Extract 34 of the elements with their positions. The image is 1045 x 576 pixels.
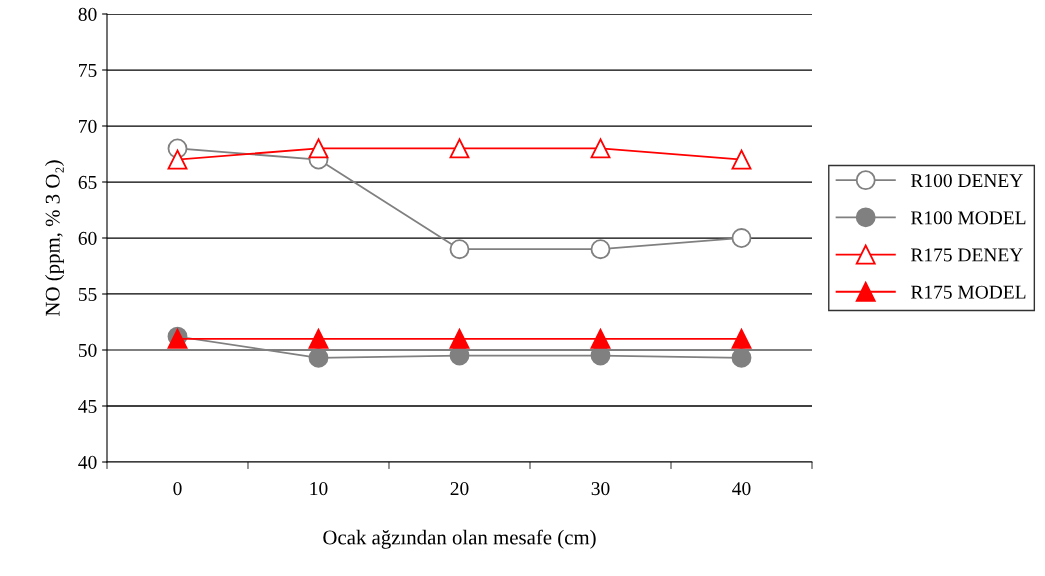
point [731,347,752,368]
point [731,228,752,248]
point [731,149,752,170]
y-tick-label: 45 [78,399,97,413]
legend-label: R100 MODEL [911,211,1026,225]
point [167,149,188,170]
x-tick-label: 20 [450,482,469,496]
y-tick-label: 40 [78,455,97,469]
point [308,138,329,159]
point [590,239,611,260]
point [449,138,470,159]
point [590,328,611,349]
y-tick-label: 55 [78,288,97,301]
y-tick-label: 50 [78,343,97,357]
point [449,328,470,349]
x-tick-label: 0 [173,482,182,496]
legend-label: R100 DENEY [911,174,1023,188]
y-tick-label: 65 [78,175,97,189]
y-tick-label: 75 [79,64,97,77]
y-tick-label: 70 [79,119,97,133]
y-axis-title: NO (ppm, % 3 O₂) [45,160,64,316]
point [449,239,470,260]
legend-label: R175 DENEY [911,248,1023,262]
x-axis-title: Ocak ağzından olan mesafe (cm) [323,529,596,549]
y-tick-label: 80 [78,7,97,21]
legend-label: R175 MODEL [911,285,1026,299]
point [731,328,752,349]
y-tick-label: 60 [78,231,97,245]
x-tick-label: 30 [591,482,610,496]
x-tick-label: 40 [732,482,751,496]
point [308,328,329,349]
x-tick-label: 10 [310,482,328,496]
point [590,138,611,159]
point [308,347,329,368]
